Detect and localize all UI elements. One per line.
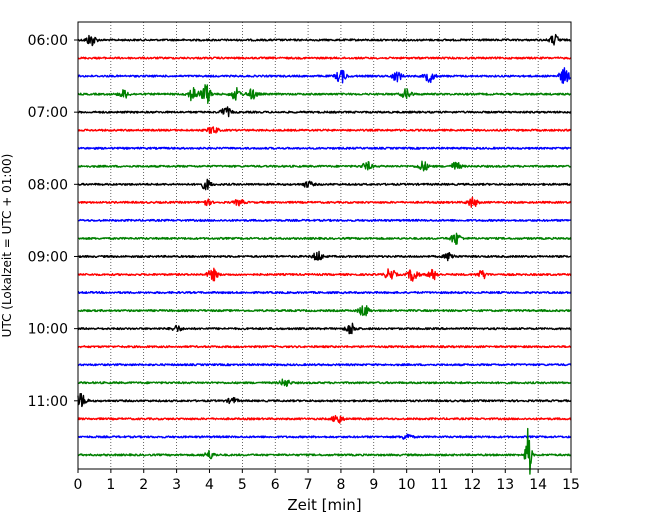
trace-line: [77, 322, 572, 335]
y-tick-label: 06:00: [28, 33, 68, 49]
x-tick-label: 10: [398, 477, 416, 493]
x-tick-label: 7: [304, 477, 313, 493]
x-tick-label: 6: [271, 477, 280, 493]
trace-line: [77, 67, 572, 84]
trace-line: [77, 250, 572, 262]
vertical-grid-lines: [110, 22, 539, 469]
trace-line: [77, 106, 572, 118]
trace-line: [77, 267, 572, 282]
trace-line: [77, 160, 572, 172]
trace-line: [77, 345, 572, 349]
plot-frame: [77, 21, 572, 470]
trace-line: [77, 232, 572, 246]
x-tick-label: 12: [463, 477, 481, 493]
y-axis-label: UTC (Lokalzeit = UTC + 01:00): [0, 154, 14, 338]
x-tick-label: 3: [172, 477, 181, 493]
trace-line: [77, 33, 572, 47]
x-tick-label: 5: [238, 477, 247, 493]
x-axis-label: Zeit [min]: [287, 496, 361, 514]
x-tick-label: 4: [205, 477, 214, 493]
trace-line: [77, 305, 572, 317]
x-tick-label: 0: [74, 477, 83, 493]
x-tick-label: 15: [562, 477, 580, 493]
x-tick-label: 1: [106, 477, 115, 493]
trace-line: [77, 196, 572, 208]
trace-line: [77, 126, 572, 134]
trace-line: [77, 84, 572, 105]
y-tick-label: 10:00: [28, 322, 68, 338]
y-axis-ticks: 06:00 07:00 08:00 09:00 10:00 11:00: [28, 33, 78, 410]
x-tick-label: 2: [139, 477, 148, 493]
trace-line: [77, 427, 572, 475]
trace-line: [77, 56, 572, 60]
trace-line: [77, 146, 572, 150]
trace-line: [77, 433, 572, 440]
trace-line: [77, 290, 572, 295]
y-tick-label: 07:00: [28, 105, 68, 121]
trace-line: [77, 178, 572, 191]
trace-line: [77, 363, 572, 367]
trace-line: [77, 393, 572, 408]
y-tick-label: 09:00: [28, 249, 68, 265]
y-tick-label: 11:00: [28, 394, 68, 410]
x-tick-label: 9: [369, 477, 378, 493]
x-axis-ticks: 0 1 2 3 4 5 6 7 8 9 10 11 12 13 14 15: [74, 469, 580, 493]
seismogram-traces: [77, 33, 572, 475]
y-tick-label: 08:00: [28, 177, 68, 193]
trace-line: [77, 218, 572, 222]
trace-line: [77, 414, 572, 424]
x-tick-label: 11: [431, 477, 449, 493]
x-tick-label: 13: [496, 477, 514, 493]
x-tick-label: 14: [529, 477, 547, 493]
trace-line: [77, 378, 572, 387]
x-tick-label: 8: [336, 477, 345, 493]
